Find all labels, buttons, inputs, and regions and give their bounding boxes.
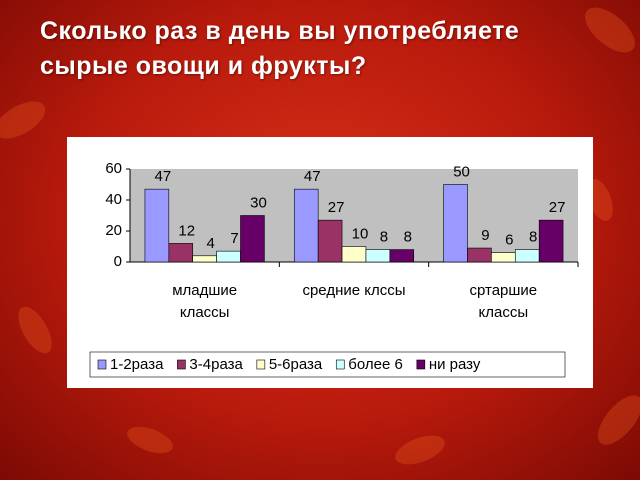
legend-label: 1-2раза	[110, 356, 164, 373]
value-label: 8	[380, 229, 388, 246]
value-label: 4	[206, 235, 214, 252]
legend-swatch	[177, 359, 186, 370]
legend-label: 5-6раза	[269, 356, 323, 373]
value-label: 30	[250, 194, 267, 211]
value-label: 27	[549, 199, 566, 216]
y-tick-label: 20	[105, 222, 122, 239]
bar	[168, 243, 194, 263]
bar	[514, 249, 540, 263]
value-label: 47	[155, 168, 172, 185]
legend-swatch	[256, 359, 266, 370]
legend-swatch	[335, 359, 345, 370]
bar	[317, 219, 343, 263]
bar	[240, 215, 265, 263]
value-label: 12	[178, 222, 195, 239]
value-label: 9	[481, 227, 489, 244]
value-label: 7	[230, 230, 238, 247]
bar	[192, 255, 217, 263]
x-tick-label: младшие классы	[172, 282, 238, 321]
legend-label: 3-4раза	[189, 356, 243, 373]
bar	[293, 188, 319, 263]
x-tick-label: сртаршие классы	[469, 282, 538, 321]
x-tick-label: средние клссы	[302, 282, 406, 299]
bar	[216, 250, 241, 263]
legend-box	[89, 351, 566, 378]
slide-title: Сколько раз в день вы употребляете сырые…	[40, 17, 520, 80]
bar	[443, 184, 468, 263]
legend-swatch	[416, 359, 426, 370]
bar	[389, 249, 415, 263]
value-label: 8	[529, 229, 537, 246]
chart-area: 0 20 40 60 47 12 4 7 30 47 27 10 8 8 50 9 6 8 27 1-2раза 3-4…	[67, 137, 593, 388]
y-tick-label: 0	[114, 253, 122, 270]
value-label: 47	[304, 168, 321, 185]
legend: 1-2раза 3-4раза 5-6раза более 6 ни разу	[89, 351, 566, 378]
bar	[538, 219, 564, 263]
value-label: 6	[505, 232, 513, 249]
bar	[467, 247, 492, 263]
value-label: 10	[352, 225, 369, 242]
value-label: 50	[453, 163, 470, 180]
bar	[491, 252, 516, 263]
legend-swatch	[97, 359, 107, 370]
value-label: 27	[328, 199, 345, 216]
legend-label: ни разу	[429, 356, 481, 373]
value-label: 8	[404, 229, 412, 246]
bar	[365, 249, 391, 263]
bar	[144, 188, 170, 263]
y-tick-label: 40	[105, 191, 122, 208]
bar	[341, 246, 367, 263]
legend-label: более 6	[348, 356, 403, 373]
y-tick-label: 60	[105, 160, 122, 177]
